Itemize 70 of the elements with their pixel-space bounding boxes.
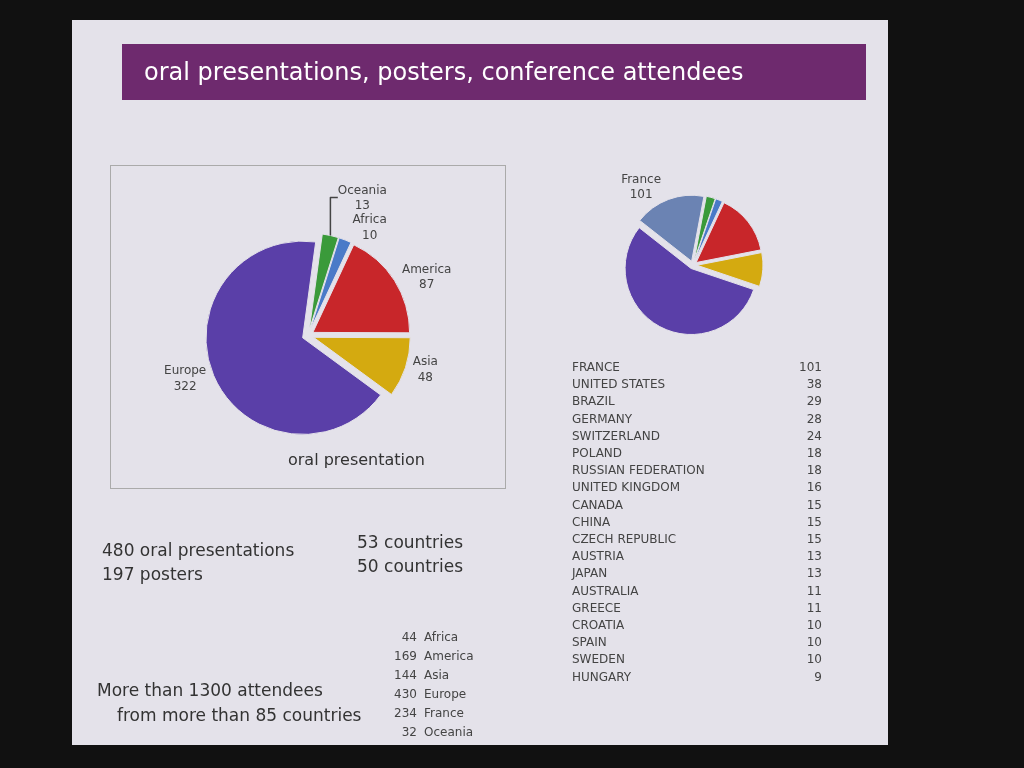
data-label: 13 <box>354 198 370 213</box>
slice-label: America <box>401 261 452 276</box>
text: 50 countries <box>357 556 464 576</box>
data-label: 10 <box>805 635 822 650</box>
category-label: HUNGARY <box>572 669 632 684</box>
data-label: 13 <box>805 549 822 564</box>
data-label: 15 <box>805 532 822 546</box>
data-label: 29 <box>805 394 822 409</box>
data-label: 10 <box>362 227 378 242</box>
slice-label: Europe <box>164 363 207 378</box>
category-label: Africa <box>424 630 459 644</box>
data-label: 10 <box>805 618 822 632</box>
data-label: 44 <box>400 630 417 644</box>
data-label: 48 <box>417 369 433 384</box>
data-label: 28 <box>805 411 822 426</box>
category-label: Oceania <box>424 725 474 739</box>
data-label: 15 <box>805 514 822 529</box>
data-label: 38 <box>805 377 822 392</box>
data-label: 430 <box>393 687 417 701</box>
text: oral presentation <box>288 450 425 469</box>
data-label: 11 <box>805 600 822 615</box>
data-label: 15 <box>805 497 822 512</box>
category-label: Europe <box>424 687 467 701</box>
category-label: Asia <box>424 668 450 682</box>
text: 197 posters <box>102 564 203 584</box>
data-label: 9 <box>813 669 822 684</box>
category-label: BRAZIL <box>572 394 615 409</box>
data-label: 24 <box>805 428 822 443</box>
data-label: 322 <box>173 378 197 393</box>
category-label: GERMANY <box>572 411 633 426</box>
data-label: 101 <box>629 187 653 202</box>
category-label: CZECH REPUBLIC <box>572 532 677 546</box>
category-label: GREECE <box>572 600 621 615</box>
text: oral presentations, posters, conference attendees <box>122 44 866 100</box>
data-label: 16 <box>805 480 822 495</box>
slice-label: France <box>621 171 662 186</box>
data-label: 18 <box>805 446 822 460</box>
data-label: 32 <box>400 725 417 739</box>
category-label: JAPAN <box>572 566 608 581</box>
text: 53 countries <box>357 532 464 552</box>
data-label: 10 <box>805 652 822 667</box>
category-label: AUSTRALIA <box>572 583 639 598</box>
data-label: 87 <box>419 277 435 292</box>
category-label: POLAND <box>572 446 623 460</box>
data-label: 101 <box>798 360 822 374</box>
data-label: 11 <box>805 583 822 598</box>
slice-label: Africa <box>352 212 387 227</box>
slice-label: Oceania <box>337 182 387 197</box>
data-label: 234 <box>393 706 417 720</box>
category-label: UNITED STATES <box>572 377 666 392</box>
category-label: AUSTRIA <box>572 549 625 564</box>
category-label: FRANCE <box>572 360 620 374</box>
category-label: UNITED KINGDOM <box>572 480 680 495</box>
category-label: CROATIA <box>572 618 625 632</box>
category-label: CANADA <box>572 497 624 512</box>
text: from more than 85 countries <box>117 705 362 725</box>
slice-label: Asia <box>412 354 438 369</box>
data-label: 169 <box>393 649 417 663</box>
data-label: 13 <box>805 566 822 581</box>
data-label: 144 <box>393 668 417 682</box>
category-label: SPAIN <box>572 635 607 650</box>
category-label: CHINA <box>572 514 611 529</box>
data-label: 18 <box>805 463 822 478</box>
category-label: France <box>424 706 464 720</box>
text: More than 1300 attendees <box>97 680 323 700</box>
text: 480 oral presentations <box>102 540 295 560</box>
category-label: RUSSIAN FEDERATION <box>572 463 705 478</box>
category-label: America <box>424 649 474 663</box>
category-label: SWEDEN <box>572 652 625 667</box>
category-label: SWITZERLAND <box>572 428 660 443</box>
